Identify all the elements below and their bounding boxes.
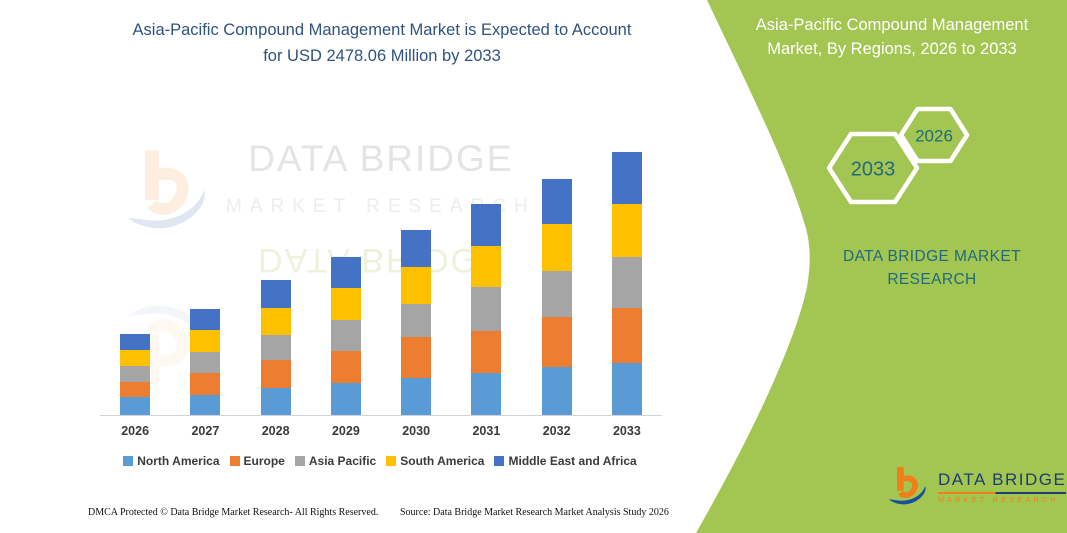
- bar-segment: [330, 350, 361, 383]
- brand-text: DATA BRIDGE MARKET RESEARCH: [842, 248, 1021, 289]
- year-hexagons: 2033 2026: [826, 106, 970, 205]
- bar-segment: [401, 336, 432, 379]
- bar-segment: [541, 317, 572, 368]
- stacked-bar-2028: [260, 280, 291, 415]
- legend-item: Asia Pacific: [294, 454, 377, 468]
- bar-segment: [120, 333, 151, 351]
- bar-slot-2032: [522, 150, 592, 415]
- stacked-bar-2033: [611, 151, 642, 415]
- legend-label: South America: [400, 454, 485, 468]
- company-logo-icon: [888, 466, 926, 505]
- bar-slot-2028: [241, 150, 311, 415]
- bar-segment: [330, 287, 361, 320]
- legend-item: Europe: [229, 454, 285, 468]
- hexagon-2026: [898, 106, 970, 164]
- bar-segment: [260, 359, 291, 388]
- bar-segment: [401, 266, 432, 305]
- legend-swatch: [494, 456, 505, 466]
- stacked-bar-2026: [120, 333, 151, 415]
- stacked-bar-2029: [330, 256, 361, 415]
- bar-segment: [190, 373, 221, 395]
- hexagon-2033-label: 2033: [851, 159, 896, 181]
- bar-segment: [330, 256, 361, 288]
- bar-segment: [260, 387, 291, 415]
- hexagon-2033: [826, 131, 920, 205]
- x-tick-label: 2032: [542, 424, 571, 438]
- bar-slot-2026: [100, 150, 170, 415]
- stacked-bar-2032: [541, 178, 572, 415]
- bar-segment: [401, 304, 432, 337]
- x-tick-label: 2033: [612, 424, 641, 438]
- legend: North America Europe Asia Pacific South Ame…: [70, 454, 690, 468]
- dmca-notice: DMCA Protected © Data Bridge Market Rese…: [88, 507, 379, 518]
- bar-segment: [611, 203, 642, 257]
- bar-segment: [260, 335, 291, 360]
- bar-segment: [260, 307, 291, 336]
- bar-segment: [471, 286, 502, 331]
- bar-segment: [541, 224, 572, 271]
- legend-label: North America: [137, 454, 220, 468]
- legend-swatch: [294, 456, 305, 466]
- legend-label: Middle East and Africa: [508, 454, 637, 468]
- bar-segment: [541, 178, 572, 225]
- bar-segment: [471, 245, 502, 287]
- bar-slot-2027: [170, 150, 240, 415]
- stacked-bar-2031: [471, 203, 502, 415]
- source-note: Source: Data Bridge Market Research Mark…: [400, 507, 669, 518]
- bar-segment: [611, 363, 642, 415]
- x-tick-label: 2030: [402, 424, 431, 438]
- legend-swatch: [386, 456, 397, 466]
- bar-slot-2033: [592, 150, 662, 415]
- bar-segment: [611, 151, 642, 204]
- legend-swatch: [123, 456, 134, 466]
- stacked-bar-2030: [401, 229, 432, 415]
- bar-slot-2029: [311, 150, 381, 415]
- bar-segment: [611, 256, 642, 309]
- bar-segment: [541, 270, 572, 318]
- legend-label: Europe: [243, 454, 285, 468]
- x-axis-labels: 2026 2027 2028 2029 2030 2031 2032 2033: [100, 424, 662, 438]
- bar-segment: [190, 394, 221, 415]
- bar-segment: [541, 367, 572, 415]
- bar-segment: [330, 319, 361, 351]
- plot-area: [100, 150, 662, 416]
- bar-segment: [401, 378, 432, 415]
- legend-label: Asia Pacific: [308, 454, 377, 468]
- x-tick-label: 2031: [472, 424, 501, 438]
- bar-segment: [120, 381, 151, 398]
- company-logo-subtitle: MARKET RESEARCH: [938, 497, 1059, 504]
- hexagon-2026-label: 2026: [915, 127, 953, 146]
- legend-item: North America: [123, 454, 220, 468]
- stacked-bar-2027: [190, 309, 221, 415]
- legend-swatch: [229, 456, 240, 466]
- bar-slot-2030: [381, 150, 451, 415]
- bar-segment: [190, 309, 221, 331]
- bar-segment: [330, 382, 361, 415]
- x-tick-label: 2026: [121, 424, 150, 438]
- company-logo-title: DATA BRIDGE: [938, 470, 1067, 494]
- bar-segment: [471, 373, 502, 415]
- company-logo: DATA BRIDGE MARKET RESEARCH: [886, 463, 1067, 511]
- side-panel-title: Asia-Pacific Compound Management Market,…: [755, 16, 1029, 58]
- legend-item: Middle East and Africa: [494, 454, 637, 468]
- legend-item: South America: [386, 454, 484, 468]
- bar-segment: [401, 229, 432, 267]
- bar-segment: [471, 330, 502, 374]
- bar-segment: [260, 280, 291, 308]
- bar-segment: [120, 397, 151, 415]
- bar-segment: [471, 203, 502, 246]
- x-tick-label: 2027: [191, 424, 220, 438]
- bar-segment: [611, 308, 642, 363]
- bar-segment: [120, 366, 151, 382]
- bar-segment: [190, 352, 221, 374]
- bar-segment: [190, 330, 221, 353]
- bar-segment: [120, 350, 151, 367]
- page-title: Asia-Pacific Compound Management Market …: [132, 21, 632, 65]
- bar-slot-2031: [451, 150, 521, 415]
- x-tick-label: 2028: [261, 424, 290, 438]
- x-tick-label: 2029: [331, 424, 360, 438]
